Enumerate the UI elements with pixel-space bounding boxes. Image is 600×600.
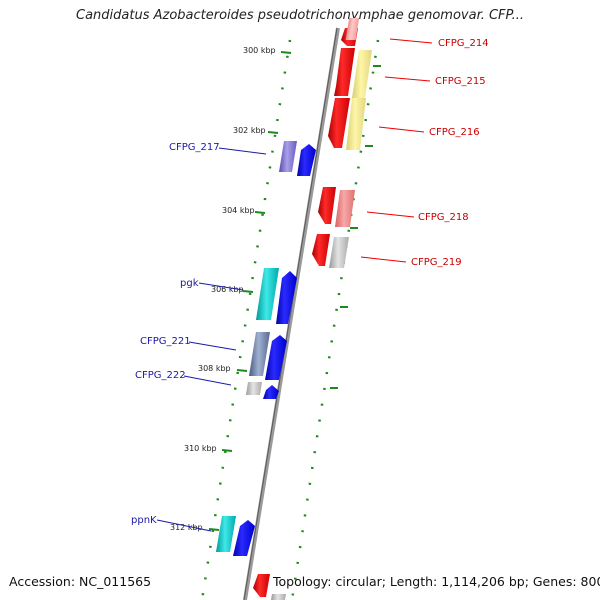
tick-mark — [254, 211, 266, 214]
gene-label-CFPG_218[interactable]: CFPG_218 — [418, 212, 469, 223]
gene-arrow-CFPG_221[interactable] — [265, 335, 287, 380]
map-title: Candidatus Azobacteroides pseudotrichony… — [76, 8, 524, 23]
leader-line — [378, 126, 425, 133]
gene-block-CFPG_217-annotation[interactable] — [279, 141, 297, 172]
gene-label-CFPG_221[interactable]: CFPG_221 — [140, 336, 191, 347]
gene-block-CFPG_215-annotation[interactable] — [352, 50, 372, 98]
tick-label: 312 kbp — [170, 523, 203, 532]
gene-arrow-CFPG_216[interactable] — [328, 98, 350, 148]
accession-text: Accession: NC_011565 — [9, 574, 152, 589]
tick-label: 300 kbp — [243, 46, 276, 55]
forward-strand-genes — [216, 141, 316, 556]
genome-backbone-highlight — [243, 27, 338, 600]
gene-label-CFPG_215[interactable]: CFPG_215 — [435, 76, 486, 87]
gene-block-CFPG_218-annotation[interactable] — [335, 190, 355, 227]
tick-label: 302 kbp — [233, 126, 266, 135]
tick-label: 306 kbp — [211, 285, 244, 294]
reverse-strand-genes — [253, 18, 372, 600]
gene-label-CFPG_217[interactable]: CFPG_217 — [169, 142, 220, 153]
topology-text: Topology: circular; Length: 1,114,206 bp… — [273, 574, 600, 589]
leader-line — [156, 519, 212, 532]
gene-arrow-CFPG_218[interactable] — [318, 187, 336, 224]
gene-label-CFPG_214[interactable]: CFPG_214 — [438, 38, 489, 49]
leader-line — [366, 211, 415, 218]
gene-arrow-CFPG_215[interactable] — [334, 48, 355, 96]
gene-arrow-bottom[interactable] — [253, 574, 270, 597]
gene-label-CFPG_222[interactable]: CFPG_222 — [135, 370, 186, 381]
leader-line — [183, 375, 232, 386]
genome-backbone — [243, 27, 340, 600]
tick-label: 308 kbp — [198, 364, 231, 373]
gene-label-pgk[interactable]: pgk — [180, 278, 199, 289]
leader-line — [360, 256, 407, 263]
gene-label-CFPG_216[interactable]: CFPG_216 — [429, 127, 480, 138]
tick-mark — [221, 449, 233, 452]
tick-mark — [280, 51, 292, 54]
gene-label-CFPG_219[interactable]: CFPG_219 — [411, 257, 462, 268]
tick-mark — [267, 131, 279, 134]
tick-mark — [208, 528, 220, 531]
label-leaders-right — [360, 38, 433, 263]
gene-arrow-CFPG_219[interactable] — [312, 234, 330, 266]
gene-block-pgk-annotation[interactable] — [256, 268, 279, 320]
gene-arrow-pgk[interactable] — [276, 271, 297, 324]
leader-line — [188, 341, 237, 351]
leader-line — [384, 76, 431, 82]
leader-line — [218, 147, 267, 155]
gene-block-bottom-annotation[interactable] — [271, 594, 286, 600]
major-ticks — [208, 51, 381, 531]
tick-mark — [236, 369, 248, 372]
leader-line — [389, 38, 433, 44]
tick-label: 310 kbp — [184, 444, 217, 453]
gene-block-ppnK-annotation[interactable] — [216, 516, 236, 552]
gene-block-CFPG_221-annotation[interactable] — [249, 332, 270, 376]
tick-label: 304 kbp — [222, 206, 255, 215]
leader-line — [198, 282, 244, 291]
tick-mark — [242, 290, 254, 293]
gene-block-CFPG_222-annotation[interactable] — [246, 382, 262, 395]
gene-block-CFPG_216-annotation[interactable] — [346, 98, 366, 150]
gene-block-CFPG_214-annotation[interactable] — [345, 18, 360, 40]
gene-arrow-CFPG_222[interactable] — [263, 385, 279, 399]
label-leaders-left — [156, 147, 267, 532]
gene-label-ppnK[interactable]: ppnK — [131, 515, 157, 526]
gene-arrow-CFPG_217[interactable] — [297, 144, 316, 176]
gene-block-CFPG_219-annotation[interactable] — [329, 237, 349, 268]
gene-arrow-ppnK[interactable] — [233, 520, 255, 556]
